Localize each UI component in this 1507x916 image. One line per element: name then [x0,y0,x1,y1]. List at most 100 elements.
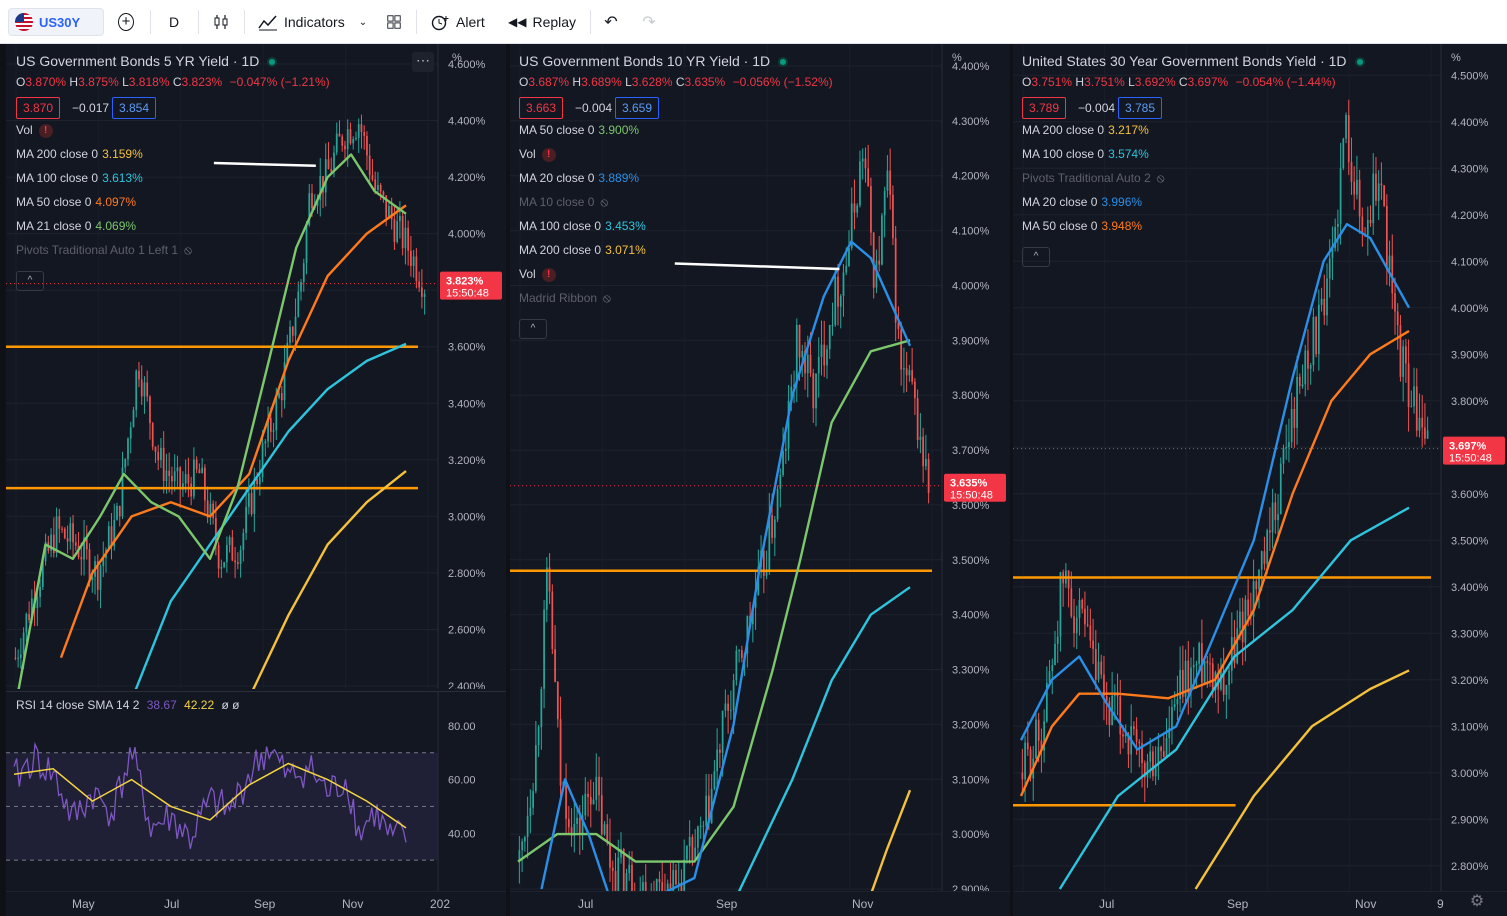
replay-button[interactable]: ◀◀ Replay [502,8,582,36]
candle-body [171,475,173,482]
chart-panel-30yr[interactable]: 2.800% 2.900% 3.000% 3.100% 3.200% 3.300% 3.40… [1013,44,1507,916]
indicator-legend-item[interactable]: MA 200 close 0 3.071% [519,243,646,257]
candle-body [1377,183,1380,201]
time-axis-5yr[interactable]: May Jul Sep Nov 202 [6,891,506,916]
indicator-legend-item[interactable]: MA 50 close 0 4.097% [16,195,136,209]
layout-button[interactable] [380,8,408,36]
candle-body [1230,636,1233,671]
candle-body [672,870,675,891]
candle-body [1037,719,1040,741]
candle-body [410,250,412,267]
candle-body [518,850,521,862]
hidden-eye-icon[interactable]: ⦸ [600,195,609,210]
candle-body [201,467,204,474]
indicator-legend-item[interactable]: MA 10 close 0 ⦸ [519,195,608,210]
candle-body [806,354,809,374]
collapse-legend-button[interactable]: ^ [519,319,547,339]
moving-average-line [1019,222,1411,751]
indicator-legend-item[interactable]: MA 100 close 0 3.574% [1022,147,1149,161]
indicator-legend-item[interactable]: Vol! [16,123,53,138]
collapse-legend-button[interactable]: ^ [16,271,44,291]
sell-price-button[interactable]: 3.870 [16,97,61,119]
indicator-legend-item[interactable]: MA 20 close 0 3.889% [519,171,639,185]
indicator-legend-item[interactable]: MA 200 close 0 3.217% [1022,123,1149,137]
indicator-legend-item[interactable]: Pivots Traditional Auto 1 Left 1 ⦸ [16,243,192,258]
candle-body [828,325,831,350]
indicator-legend-item[interactable]: MA 100 close 0 3.613% [16,171,143,185]
candle-body [886,170,889,191]
sell-price-button[interactable]: 3.789 [1022,97,1067,119]
candle-body [165,470,168,482]
candle-body [521,841,523,851]
candle-body [1353,181,1356,195]
chart-type-button[interactable] [206,8,236,36]
hidden-eye-icon[interactable]: ⦸ [1156,171,1165,186]
candle-body [900,329,903,370]
candle-body [1051,665,1054,672]
chart-background [6,44,506,689]
last-price-tag-time: 15:50:48 [1449,453,1492,465]
candle-body [817,356,820,374]
more-options-button[interactable]: ⋯ [412,52,434,72]
buy-price-button[interactable]: 3.854 [112,97,157,119]
price-chart-30yr[interactable]: 2.800% 2.900% 3.000% 3.100% 3.200% 3.300% 3.40… [1013,44,1507,891]
candle-body [721,710,724,753]
candle-body [154,446,157,452]
indicator-legend-item[interactable]: MA 20 close 0 3.996% [1022,195,1142,209]
x-tick-label: 9 [1437,897,1444,911]
candle-body [595,776,598,800]
candle-body [1260,551,1263,570]
sell-price-button[interactable]: 3.663 [519,97,564,119]
rsi-pane-5yr[interactable]: 80.00 60.00 40.00 [6,691,506,891]
candle-body [195,459,198,470]
interval-button[interactable]: D [160,8,188,36]
indicator-legend-item[interactable]: MA 50 close 0 3.948% [1022,219,1142,233]
candle-body [239,549,242,565]
indicator-legend-item[interactable]: Pivots Traditional Auto 2 ⦸ [1022,171,1165,186]
candle-body [540,688,543,728]
indicator-legend-item[interactable]: MA 100 close 0 3.453% [519,219,646,233]
candle-body [1162,751,1165,758]
ohlc-readout: O3.687% H3.689% L3.628% C3.635% −0.056% … [519,75,833,89]
price-chart-10yr[interactable]: 2.900% 3.000% 3.100% 3.200% 3.300% 3.400% 3.50… [510,44,1010,891]
redo-button[interactable]: ↷ [636,8,662,36]
indicator-legend-item[interactable]: MA 50 close 0 3.900% [519,123,639,137]
candle-body [193,459,195,497]
gear-icon[interactable]: ⚙ [1469,893,1485,910]
hidden-eye-icon[interactable]: ⦸ [603,291,611,306]
indicator-legend-item[interactable]: Vol! [519,267,556,282]
candle-body [787,401,790,449]
hidden-eye-icon[interactable]: ⦸ [184,243,192,258]
indicator-label: Vol [16,123,33,137]
indicator-legend-item[interactable]: Vol! [519,147,556,162]
candle-body [914,381,916,399]
candle-body [795,324,798,385]
panel-title: US Government Bonds 5 YR Yield · 1D [16,53,278,69]
undo-button[interactable]: ↶ [598,8,624,36]
candle-body [1236,628,1239,664]
chart-panel-10yr[interactable]: 2.900% 3.000% 3.100% 3.200% 3.300% 3.400% 3.50… [510,44,1010,916]
candle-body [856,205,859,213]
time-axis-30yr[interactable]: Jul Sep Nov 9 [1013,891,1507,916]
time-axis-10yr[interactable]: Jul Sep Nov [510,891,1010,916]
warning-icon: ! [38,123,53,138]
indicators-button[interactable]: Indicators ⌄ [252,8,378,36]
buy-price-button[interactable]: 3.659 [615,97,660,119]
price-chart-5yr[interactable]: 2.400% 2.600% 2.800% 3.000% 3.200% 3.400% 3.60… [6,44,506,689]
collapse-legend-button[interactable]: ^ [1022,247,1050,267]
candle-body [606,824,609,843]
alert-button[interactable]: Alert [424,8,494,36]
candle-body [272,430,275,432]
candle-body [729,709,732,711]
chart-panel-5yr[interactable]: 2.400% 2.600% 2.800% 3.000% 3.200% 3.400% 3.60… [6,44,506,916]
symbol-search-button[interactable]: US30Y [8,8,104,36]
candle-body [291,326,294,336]
indicator-legend-item[interactable]: MA 200 close 0 3.159% [16,147,143,161]
buy-price-button[interactable]: 3.785 [1118,97,1163,119]
compare-add-button[interactable]: + [112,8,140,36]
candle-body [793,384,795,387]
candle-body [1301,384,1304,387]
candle-body [872,232,875,288]
indicator-legend-item[interactable]: Madrid Ribbon ⦸ [519,291,611,306]
indicator-legend-item[interactable]: MA 21 close 0 4.069% [16,219,136,233]
